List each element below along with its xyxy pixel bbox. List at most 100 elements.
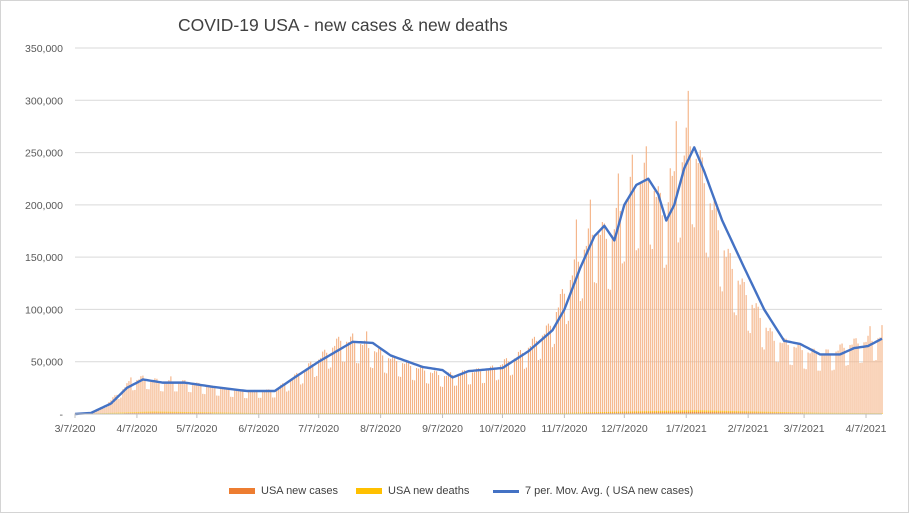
bar-cases — [442, 386, 444, 414]
bar-cases — [511, 374, 514, 414]
bar-cases — [823, 354, 825, 414]
bar-cases — [374, 351, 376, 414]
y-tick-label: 200,000 — [25, 200, 63, 212]
bar-cases-base — [160, 412, 162, 414]
bar-deaths — [563, 412, 565, 414]
bar-cases — [140, 376, 142, 414]
bar-deaths — [837, 412, 839, 414]
bar-cases — [565, 324, 567, 414]
bar-cases — [845, 365, 847, 414]
bar-cases-base — [176, 412, 178, 414]
bar-cases — [617, 173, 619, 414]
bar-cases-base — [647, 412, 649, 414]
bar-cases — [204, 394, 206, 414]
bar-cases — [561, 289, 563, 414]
bar-cases — [521, 353, 523, 414]
bar-cases — [597, 233, 599, 414]
bar-cases-base — [753, 412, 755, 414]
bar-cases — [206, 386, 208, 414]
bar-cases — [531, 338, 533, 414]
bar-cases — [807, 352, 809, 414]
bar-cases — [110, 400, 112, 414]
legend-swatch-moving-average — [493, 489, 519, 493]
bar-cases — [661, 215, 663, 414]
bar-cases-base — [661, 412, 663, 414]
bar-deaths — [803, 412, 805, 414]
bar-cases — [368, 348, 370, 414]
bar-cases — [148, 389, 150, 414]
bar-deaths — [242, 412, 244, 414]
bar-cases — [607, 288, 609, 414]
bar-cases — [338, 336, 340, 414]
bar-deaths — [827, 412, 829, 414]
bar-cases-base — [623, 412, 625, 414]
bar-cases — [352, 333, 354, 414]
bar-deaths — [829, 412, 831, 414]
bar-deaths — [821, 412, 823, 414]
bar-cases — [248, 391, 250, 414]
bar-cases — [601, 222, 603, 414]
bar-cases — [322, 351, 324, 414]
bar-deaths — [360, 412, 362, 414]
bar-deaths — [809, 412, 811, 414]
bar-deaths — [370, 412, 372, 414]
bar-cases-base — [773, 412, 775, 414]
bar-cases-base — [613, 412, 615, 414]
chart-title: COVID-19 USA - new cases & new deaths — [178, 15, 508, 35]
bar-cases — [196, 382, 198, 414]
bar-cases — [126, 383, 128, 414]
legend-swatch-cases — [229, 488, 255, 494]
bar-cases — [451, 375, 454, 414]
bar-cases — [639, 183, 641, 414]
bar-cases — [557, 307, 559, 414]
bar-cases — [394, 356, 396, 414]
bar-deaths — [561, 412, 563, 414]
bar-cases — [276, 389, 278, 414]
bar-cases — [503, 359, 506, 414]
bar-cases — [583, 249, 585, 414]
bar-cases — [783, 338, 785, 414]
bar-cases — [318, 359, 320, 414]
bar-cases — [851, 344, 853, 414]
bar-deaths — [228, 412, 230, 414]
bar-cases — [332, 347, 334, 414]
bar-cases-base — [747, 412, 749, 414]
bar-cases-base — [170, 412, 172, 414]
bar-cases — [200, 385, 202, 414]
bar-cases — [761, 347, 763, 414]
bar-cases-base — [182, 412, 184, 414]
bar-cases — [358, 363, 360, 414]
bar-cases — [162, 391, 164, 414]
bar-deaths — [805, 412, 807, 414]
bar-cases — [559, 294, 561, 414]
bar-cases-base — [631, 412, 633, 414]
bar-cases-base — [731, 412, 733, 414]
bar-cases-base — [713, 412, 715, 414]
bar-cases — [765, 327, 767, 414]
bar-cases — [316, 375, 318, 414]
bar-cases — [793, 346, 795, 414]
bar-cases — [242, 391, 244, 414]
bar-cases — [228, 389, 230, 414]
bar-deaths — [372, 412, 374, 414]
bar-cases — [817, 370, 819, 414]
bar-cases — [236, 390, 238, 414]
bar-cases — [579, 301, 581, 414]
bar-cases — [208, 387, 210, 414]
bar-cases-base — [751, 412, 753, 414]
bar-cases — [142, 375, 144, 414]
bar-deaths — [849, 412, 851, 414]
bar-cases — [771, 331, 773, 414]
bar-cases — [569, 280, 571, 414]
bar-cases — [102, 406, 104, 414]
bar-cases — [388, 358, 390, 414]
bar-deaths — [573, 412, 575, 414]
bar-cases-base — [152, 412, 154, 414]
moving-average-line — [74, 146, 883, 416]
bar-cases — [835, 351, 837, 414]
bar-cases-base — [673, 412, 675, 414]
bar-cases-base — [759, 412, 761, 414]
bar-cases — [124, 387, 126, 414]
bar-cases-base — [603, 412, 605, 414]
x-tick-label: 5/7/2020 — [176, 423, 217, 435]
